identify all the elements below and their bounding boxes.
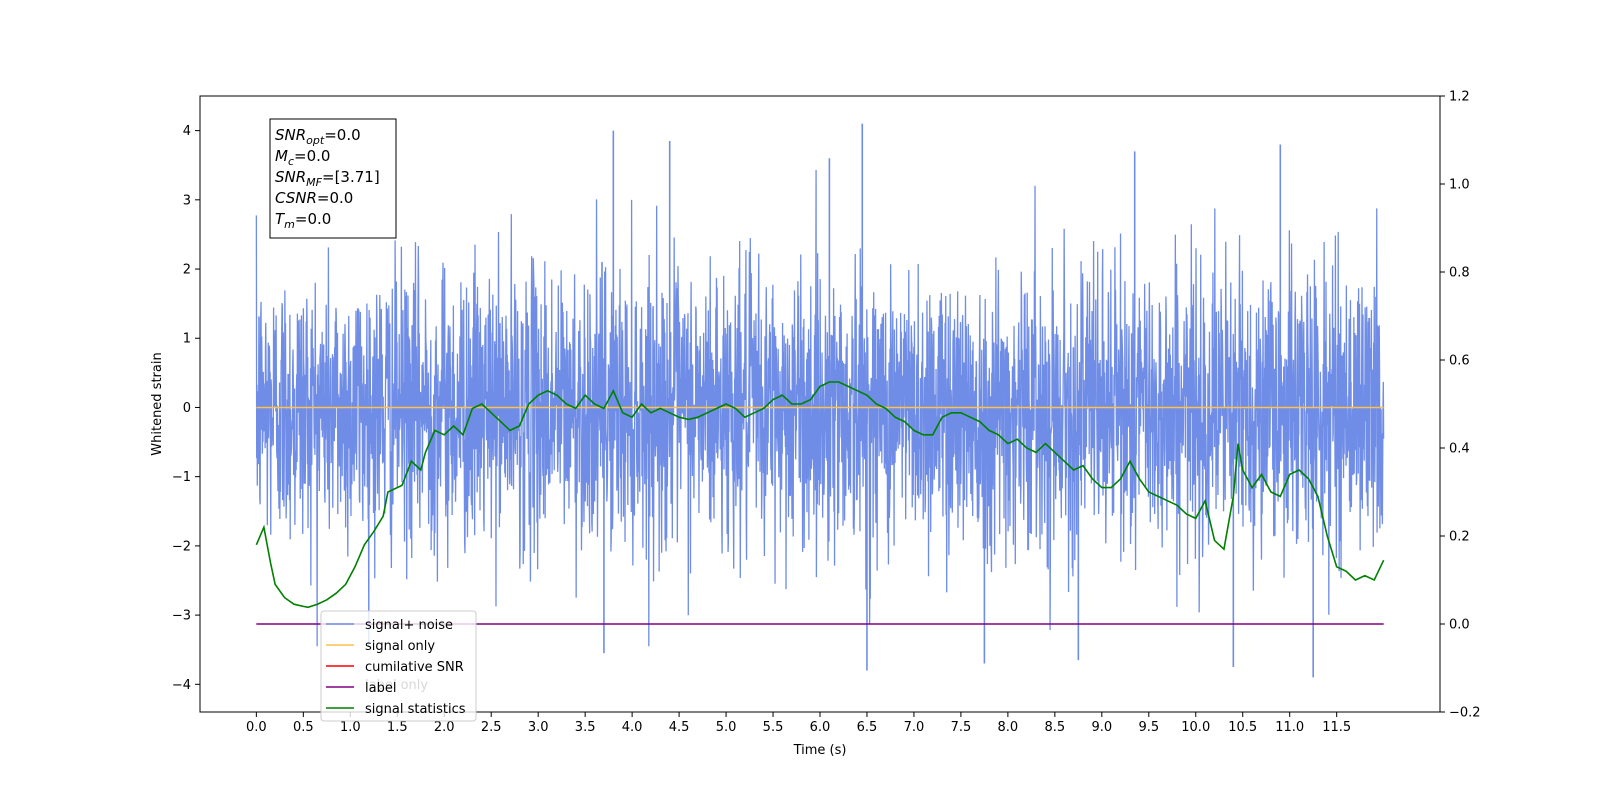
x-tick-label: 2.5: [481, 720, 502, 735]
x-tick-label: 11.0: [1275, 720, 1304, 735]
y2-tick-label: 0.0: [1449, 618, 1470, 633]
x-tick-label: 7.0: [904, 720, 925, 735]
legend-label: label: [365, 681, 396, 696]
stats-box-frame: [269, 118, 397, 239]
x-tick-label: 8.0: [998, 720, 1019, 735]
y2-tick-label: 1.2: [1449, 90, 1470, 105]
x-tick-label: 0.0: [246, 720, 267, 735]
series-signal-statistics: [255, 381, 1385, 609]
x-tick-label: 2.0: [434, 720, 455, 735]
x-tick-label: 5.5: [763, 720, 784, 735]
x-tick-label: 1.0: [340, 720, 361, 735]
x-tick-label: 1.5: [387, 720, 408, 735]
legend-label: signal only: [365, 639, 435, 654]
y-tick-label: 3: [183, 193, 191, 208]
x-tick-label: 6.5: [857, 720, 878, 735]
x-tick-label: 10.0: [1181, 720, 1210, 735]
y-axis-label: Whitened strain: [150, 352, 165, 455]
stats-line: CSNR=0.0: [275, 189, 353, 207]
y2-tick-label: 0.8: [1449, 266, 1470, 281]
stats-line: Tm=0.0: [275, 210, 331, 231]
y-tick-label: 0: [183, 401, 191, 416]
x-tick-label: 9.0: [1091, 720, 1112, 735]
stats-line: SNRMF=[3.71]: [275, 168, 380, 189]
x-tick-label: 6.0: [810, 720, 831, 735]
y-tick-label: −3: [172, 609, 191, 624]
legend-frame: [320, 610, 477, 722]
y-axis-left: −4 −3 −2 −1 0 1 2 3 4: [172, 124, 200, 693]
x-axis: 0.0 0.5 1.0 1.5 2.0 2.5 3.0 3.5 4.0 4.5 5.0 5.5 6.0 6…: [246, 712, 1351, 735]
x-tick-label: 0.5: [293, 720, 314, 735]
y2-tick-label: 0.6: [1449, 354, 1470, 369]
series-signal-noise: [255, 170, 1385, 647]
x-tick-label: 9.5: [1138, 720, 1159, 735]
legend-label: cumilative SNR: [365, 660, 464, 675]
x-tick-label: 11.5: [1322, 720, 1351, 735]
x-tick-label: 7.5: [951, 720, 972, 735]
series-layer: [255, 123, 1385, 678]
legend: label only signal+ noise signal only cumila…: [320, 610, 477, 722]
x-tick-label: 10.5: [1228, 720, 1257, 735]
x-tick-label: 5.0: [716, 720, 737, 735]
y-tick-label: −4: [172, 678, 191, 693]
y2-tick-label: 0.4: [1449, 442, 1470, 457]
y-tick-label: −2: [172, 539, 191, 554]
y-tick-label: 2: [183, 263, 191, 278]
x-tick-label: 3.0: [528, 720, 549, 735]
y-tick-label: 1: [183, 332, 191, 347]
y-tick-label: 4: [183, 124, 191, 139]
x-tick-label: 8.5: [1045, 720, 1066, 735]
legend-label: signal+ noise: [365, 618, 453, 633]
y-axis-right: −0.2 0.0 0.2 0.4 0.6 0.8 1.0 1.2: [1440, 90, 1481, 721]
y2-tick-label: 0.2: [1449, 530, 1470, 545]
stats-line: Mc=0.0: [275, 147, 330, 168]
x-tick-label: 4.0: [622, 720, 643, 735]
y2-tick-label: 1.0: [1449, 178, 1470, 193]
legend-hidden-text: label only: [365, 678, 428, 693]
x-axis-label: Time (s): [793, 743, 847, 758]
y-tick-label: −1: [172, 470, 191, 485]
x-tick-label: 3.5: [575, 720, 596, 735]
stats-line: SNRopt=0.0: [275, 126, 361, 147]
legend-label: signal statistics: [365, 702, 466, 717]
y2-tick-label: −0.2: [1449, 706, 1481, 721]
x-tick-label: 4.5: [669, 720, 690, 735]
